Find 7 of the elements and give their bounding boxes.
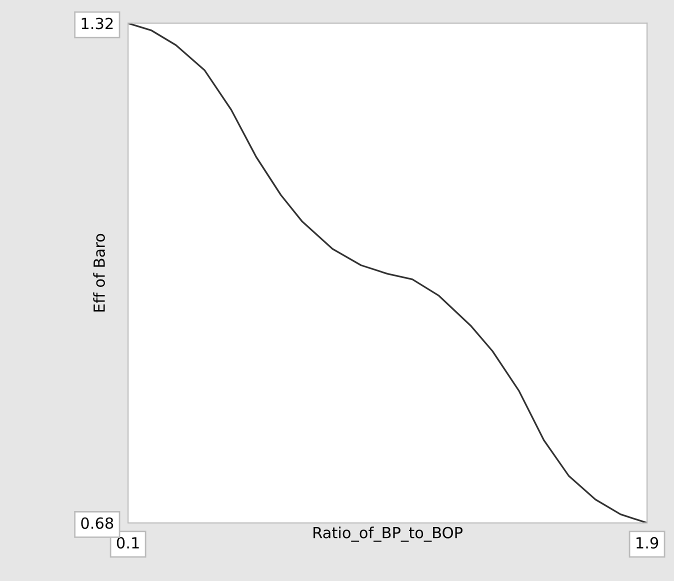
x-tick-label: 1.9 — [636, 537, 658, 549]
x-axis-title: Ratio_of_BP_to_BOP — [314, 526, 463, 542]
line-series — [128, 23, 648, 523]
x-tick-label: 0.1 — [116, 537, 139, 549]
y-tick-label: 1.32 — [82, 18, 113, 30]
y-axis-title: Eff of Baro — [93, 234, 105, 312]
y-tick-label: 0.68 — [81, 517, 114, 529]
